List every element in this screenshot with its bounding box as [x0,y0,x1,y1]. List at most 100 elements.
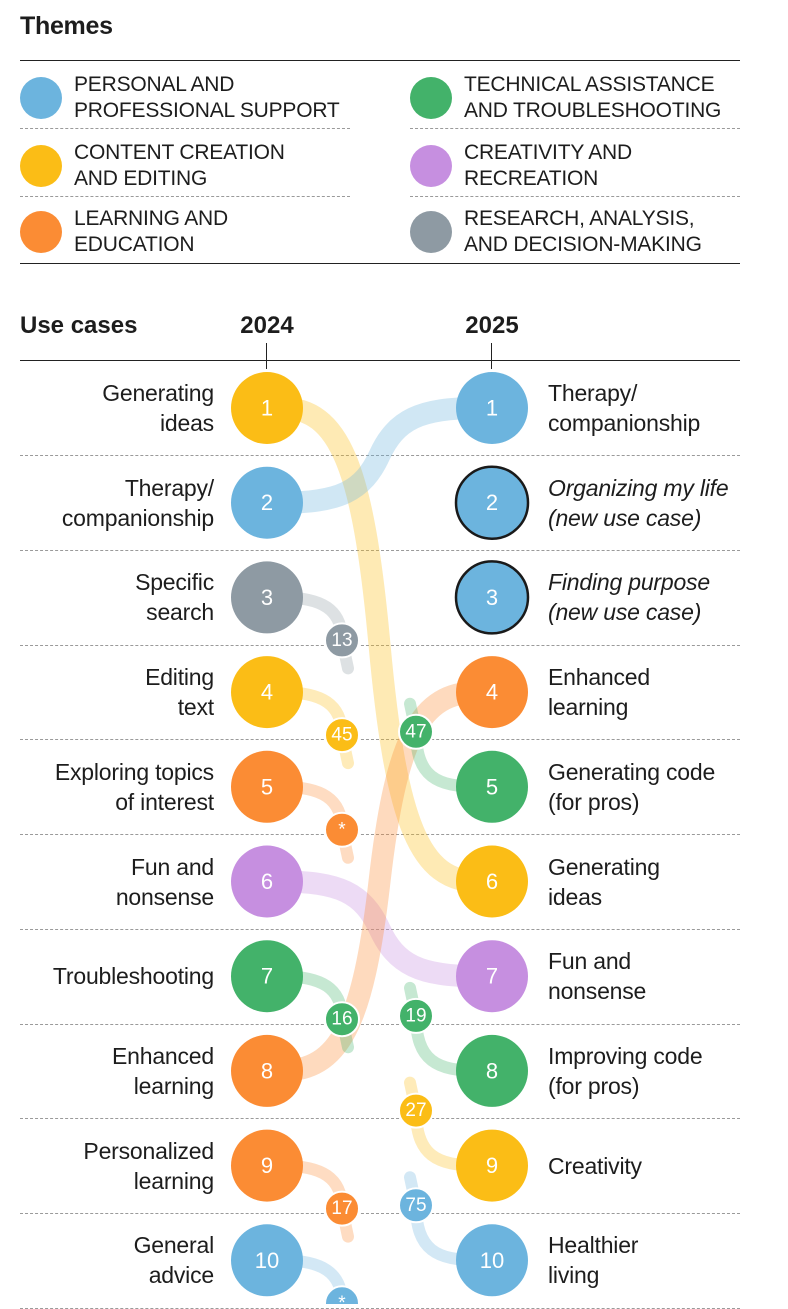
rank-2024-bubble [231,1129,303,1202]
legend-item-research: RESEARCH, ANALYSIS, AND DECISION-MAKING [410,206,764,258]
drop-rank-label: 45 [331,725,352,746]
rank-2025-bubble [456,1129,528,1202]
rise-rank-label: 47 [405,721,426,742]
rank-2024-bubble-label: 8 [261,1058,273,1083]
rank-2025-bubble-label: 9 [486,1153,498,1178]
rank-2025-bubble-label: 5 [486,774,498,799]
legend-divider [20,128,350,129]
use-case-2024-label: Enhanced learning [112,1043,214,1099]
rank-2024-bubble [231,940,303,1013]
row-divider [20,455,740,456]
drop-rank-bubble [324,717,360,754]
row-divider [20,929,740,930]
use-case-2024-label: Exploring topics of interest [54,759,214,815]
use-case-2025-label: Healthier living [548,1232,639,1288]
rank-2024-bubble [231,372,303,444]
rank-2025-bubble-label: 6 [486,869,498,894]
use-case-2025-label: Creativity [548,1153,642,1179]
use-case-2025-label: Generating code (for pros) [548,759,716,815]
rise-rank-bubble [398,713,434,750]
legend-item-technical: TECHNICAL ASSISTANCE AND TROUBLESHOOTING [410,72,764,124]
legend-divider [410,196,740,197]
rank-2024-bubble [231,561,303,634]
rank-2025-bubble-label: 7 [486,964,498,989]
use-case-2024-label: Troubleshooting [52,963,214,989]
legend-label: LEARNING AND EDUCATION [74,207,228,256]
legend-swatch [410,211,452,253]
row-divider [20,1213,740,1214]
drop-rank-bubble [324,811,360,848]
rank-2024-bubble [231,750,303,823]
legend-divider [410,128,740,129]
drop-rank-label: 17 [331,1198,352,1219]
drop-rank-label: * [338,819,346,840]
rank-2024-bubble [231,1034,303,1107]
use-case-2024-label: Personalized learning [83,1138,214,1194]
rank-2025-bubble-label: 10 [480,1248,504,1273]
row-divider [20,550,740,551]
drop-rank-bubble [324,1285,360,1304]
row-divider [20,645,740,646]
use-case-2025-label: Improving code (for pros) [548,1043,703,1099]
row-divider [20,1024,740,1025]
legend-item-learning: LEARNING AND EDUCATION [20,206,374,258]
legend-swatch [410,77,452,119]
themes-top-rule [20,60,740,61]
use-cases-title: Use cases [20,312,138,339]
legend-swatch [20,77,62,119]
use-case-2024-label: Specific search [135,569,214,625]
rank-2025-bubble-label: 2 [486,490,498,515]
rank-2024-bubble-label: 1 [261,396,273,421]
use-case-2024-label: Therapy/ companionship [61,475,214,531]
use-case-2025-label: Finding purpose (new use case) [548,569,710,625]
drop-rank-bubble [324,1001,360,1038]
rank-2024-bubble-label: 2 [261,490,273,515]
themes-title: Themes [20,12,113,40]
rise-rank-bubble [398,997,434,1034]
legend-divider [20,196,350,197]
rank-2025-bubble-label: 8 [486,1058,498,1083]
use-case-2024-label: General advice [133,1232,215,1288]
rank-2025-bubble [454,465,530,540]
legend-swatch [410,145,452,187]
rank-2025-bubble [456,845,528,918]
rank-2025-bubble-label: 4 [486,680,498,705]
themes-bottom-rule [20,263,740,264]
rank-2025-bubble [454,560,530,635]
rank-2025-bubble [456,1224,528,1297]
legend-swatch [20,211,62,253]
legend-label: TECHNICAL ASSISTANCE AND TROUBLESHOOTING [464,73,722,122]
rank-2024-bubble [231,845,303,918]
rank-2024-bubble-label: 7 [261,964,273,989]
rank-2024-bubble-label: 10 [255,1248,279,1273]
use-case-2024-label: Generating ideas [102,380,214,436]
use-case-2025-label: Organizing my life (new use case) [548,475,729,531]
rank-2024-bubble [231,656,303,729]
row-divider [20,834,740,835]
link-layer [270,397,489,1304]
drop-rank-label: * [338,1293,346,1304]
legend-swatch [20,145,62,187]
rank-2024-bubble-label: 3 [261,585,273,610]
year-2025-header: 2025 [465,312,519,339]
rank-2024-bubble [231,466,303,539]
legend-item-content: CONTENT CREATION AND EDITING [20,140,374,192]
rank-2024-bubble-label: 9 [261,1153,273,1178]
drop-rank-label: 16 [331,1009,352,1030]
link-1-to-6 [270,397,489,893]
link-6-to-7 [270,870,489,988]
row-divider [20,739,740,740]
link-2-to-1 [270,397,489,514]
rank-2025-bubble [456,372,528,444]
year-2024-tick [266,343,267,369]
drop-rank-bubble [324,622,360,659]
rise-rank-bubble [398,1092,434,1129]
use-case-2025-label: Therapy/ companionship [548,380,701,436]
rise-rank-label: 75 [405,1195,426,1216]
use-case-2025-label: Generating ideas [548,854,660,910]
rise-rank-label: 27 [405,1100,426,1121]
legend-label: RESEARCH, ANALYSIS, AND DECISION-MAKING [464,207,702,256]
rank-2024-bubble-label: 4 [261,680,273,705]
